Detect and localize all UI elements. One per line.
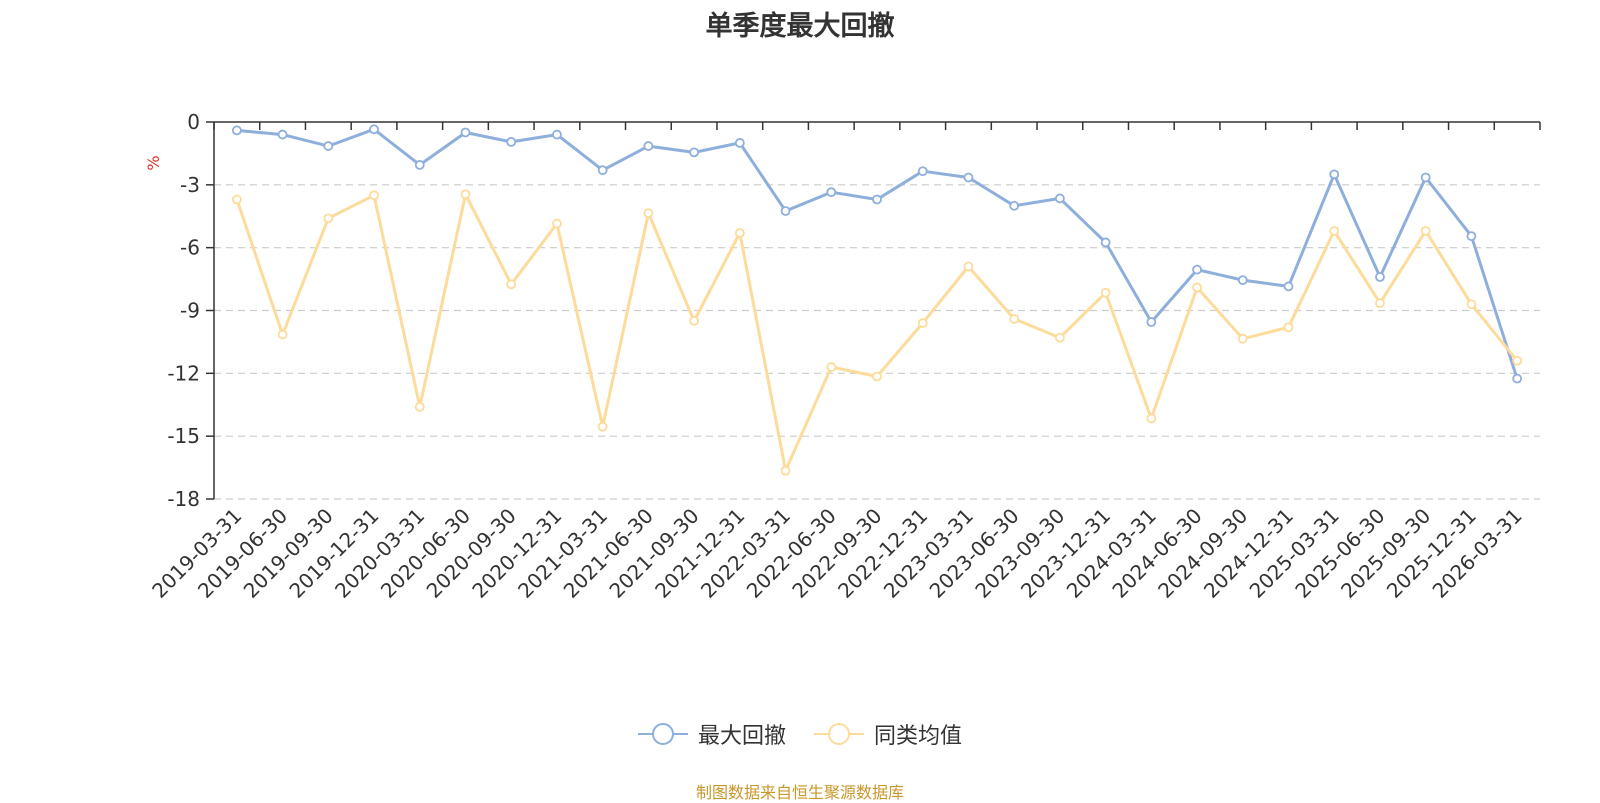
data-point-series-1 xyxy=(1420,172,1431,183)
data-point-series-1 xyxy=(323,141,334,151)
data-point-series-1 xyxy=(1375,272,1385,282)
data-point-series-2 xyxy=(734,228,745,238)
series-line-1 xyxy=(236,127,1519,380)
y-tick-label: -15 xyxy=(167,424,200,448)
data-point-series-2 xyxy=(872,371,882,382)
y-tick-label: -18 xyxy=(167,487,200,511)
axes xyxy=(206,121,1541,500)
data-point-series-1 xyxy=(963,172,974,183)
legend-line-circle-icon xyxy=(814,723,864,745)
data-point-series-2 xyxy=(369,190,379,201)
legend: 最大回撤 同类均值 xyxy=(0,718,1600,750)
data-point-series-1 xyxy=(917,166,928,177)
data-point-series-1 xyxy=(1054,193,1065,204)
legend-item-peer-average[interactable]: 同类均值 xyxy=(814,718,962,750)
data-point-series-2 xyxy=(277,329,288,340)
data-point-series-2 xyxy=(1283,322,1294,333)
data-point-series-1 xyxy=(506,136,517,147)
grid-lines xyxy=(214,184,1540,500)
y-tick-label: -6 xyxy=(180,236,200,260)
data-point-series-2 xyxy=(323,213,334,224)
data-point-series-1 xyxy=(1466,231,1477,242)
data-point-series-1 xyxy=(689,147,700,158)
data-point-series-2 xyxy=(414,401,425,412)
data-point-series-1 xyxy=(1512,373,1523,384)
data-point-series-2 xyxy=(643,208,654,219)
data-point-series-1 xyxy=(597,165,608,176)
data-point-series-1 xyxy=(1192,264,1202,275)
data-point-series-2 xyxy=(1009,313,1020,324)
data-point-series-1 xyxy=(872,194,882,205)
data-point-series-1 xyxy=(369,124,379,135)
data-point-series-1 xyxy=(552,129,562,140)
chart-title: 单季度最大回撤 xyxy=(705,11,895,42)
data-point-series-2 xyxy=(780,465,791,476)
data-point-series-1 xyxy=(1009,200,1020,211)
data-point-series-1 xyxy=(414,160,425,170)
data-point-series-2 xyxy=(460,189,471,200)
data-point-series-1 xyxy=(1146,317,1157,327)
y-tick-label: -3 xyxy=(180,173,200,197)
data-point-series-2 xyxy=(1375,298,1385,309)
series-lines xyxy=(231,124,1523,476)
data-point-series-1 xyxy=(780,206,791,216)
data-point-series-2 xyxy=(597,421,608,432)
data-point-series-1 xyxy=(1100,237,1111,248)
data-point-series-2 xyxy=(552,218,562,229)
data-point-series-1 xyxy=(460,127,471,138)
data-point-series-1 xyxy=(231,125,242,136)
data-point-series-1 xyxy=(734,138,745,148)
data-point-series-2 xyxy=(231,194,242,205)
data-point-series-2 xyxy=(1054,332,1065,343)
data-point-series-2 xyxy=(1420,226,1431,236)
data-point-series-2 xyxy=(917,318,928,328)
data-point-series-1 xyxy=(277,129,288,140)
data-point-series-2 xyxy=(689,316,700,326)
data-point-series-1 xyxy=(826,187,837,198)
y-tick-label: -9 xyxy=(180,299,200,323)
legend-label-peer-average: 同类均值 xyxy=(874,724,963,749)
legend-label-max-drawdown: 最大回撤 xyxy=(697,724,786,749)
data-point-series-2 xyxy=(963,261,974,272)
data-point-series-1 xyxy=(1283,281,1294,292)
source-note: 制图数据来自恒生聚源数据库 xyxy=(695,783,904,802)
legend-item-max-drawdown[interactable]: 最大回撤 xyxy=(637,718,786,750)
legend-line-circle-icon xyxy=(637,723,688,745)
y-axis-unit-label: % xyxy=(144,155,163,170)
data-point-series-2 xyxy=(1512,355,1523,366)
data-point-series-2 xyxy=(506,279,517,290)
y-tick-label: 0 xyxy=(187,110,200,134)
series-line-2 xyxy=(235,192,1519,473)
data-point-series-2 xyxy=(1146,413,1157,424)
data-point-series-2 xyxy=(1100,287,1111,298)
data-point-series-1 xyxy=(643,141,654,151)
data-point-series-1 xyxy=(1237,275,1248,286)
y-tick-label: -12 xyxy=(167,361,200,385)
data-point-series-2 xyxy=(1192,282,1202,293)
data-point-series-2 xyxy=(826,362,837,372)
data-point-series-2 xyxy=(1237,333,1248,344)
data-point-series-2 xyxy=(1466,299,1477,310)
tick-labels: 0-3-6-9-12-15-182019-03-312019-06-302019… xyxy=(147,110,1526,603)
data-point-series-1 xyxy=(1329,169,1340,180)
data-point-series-2 xyxy=(1329,226,1340,236)
